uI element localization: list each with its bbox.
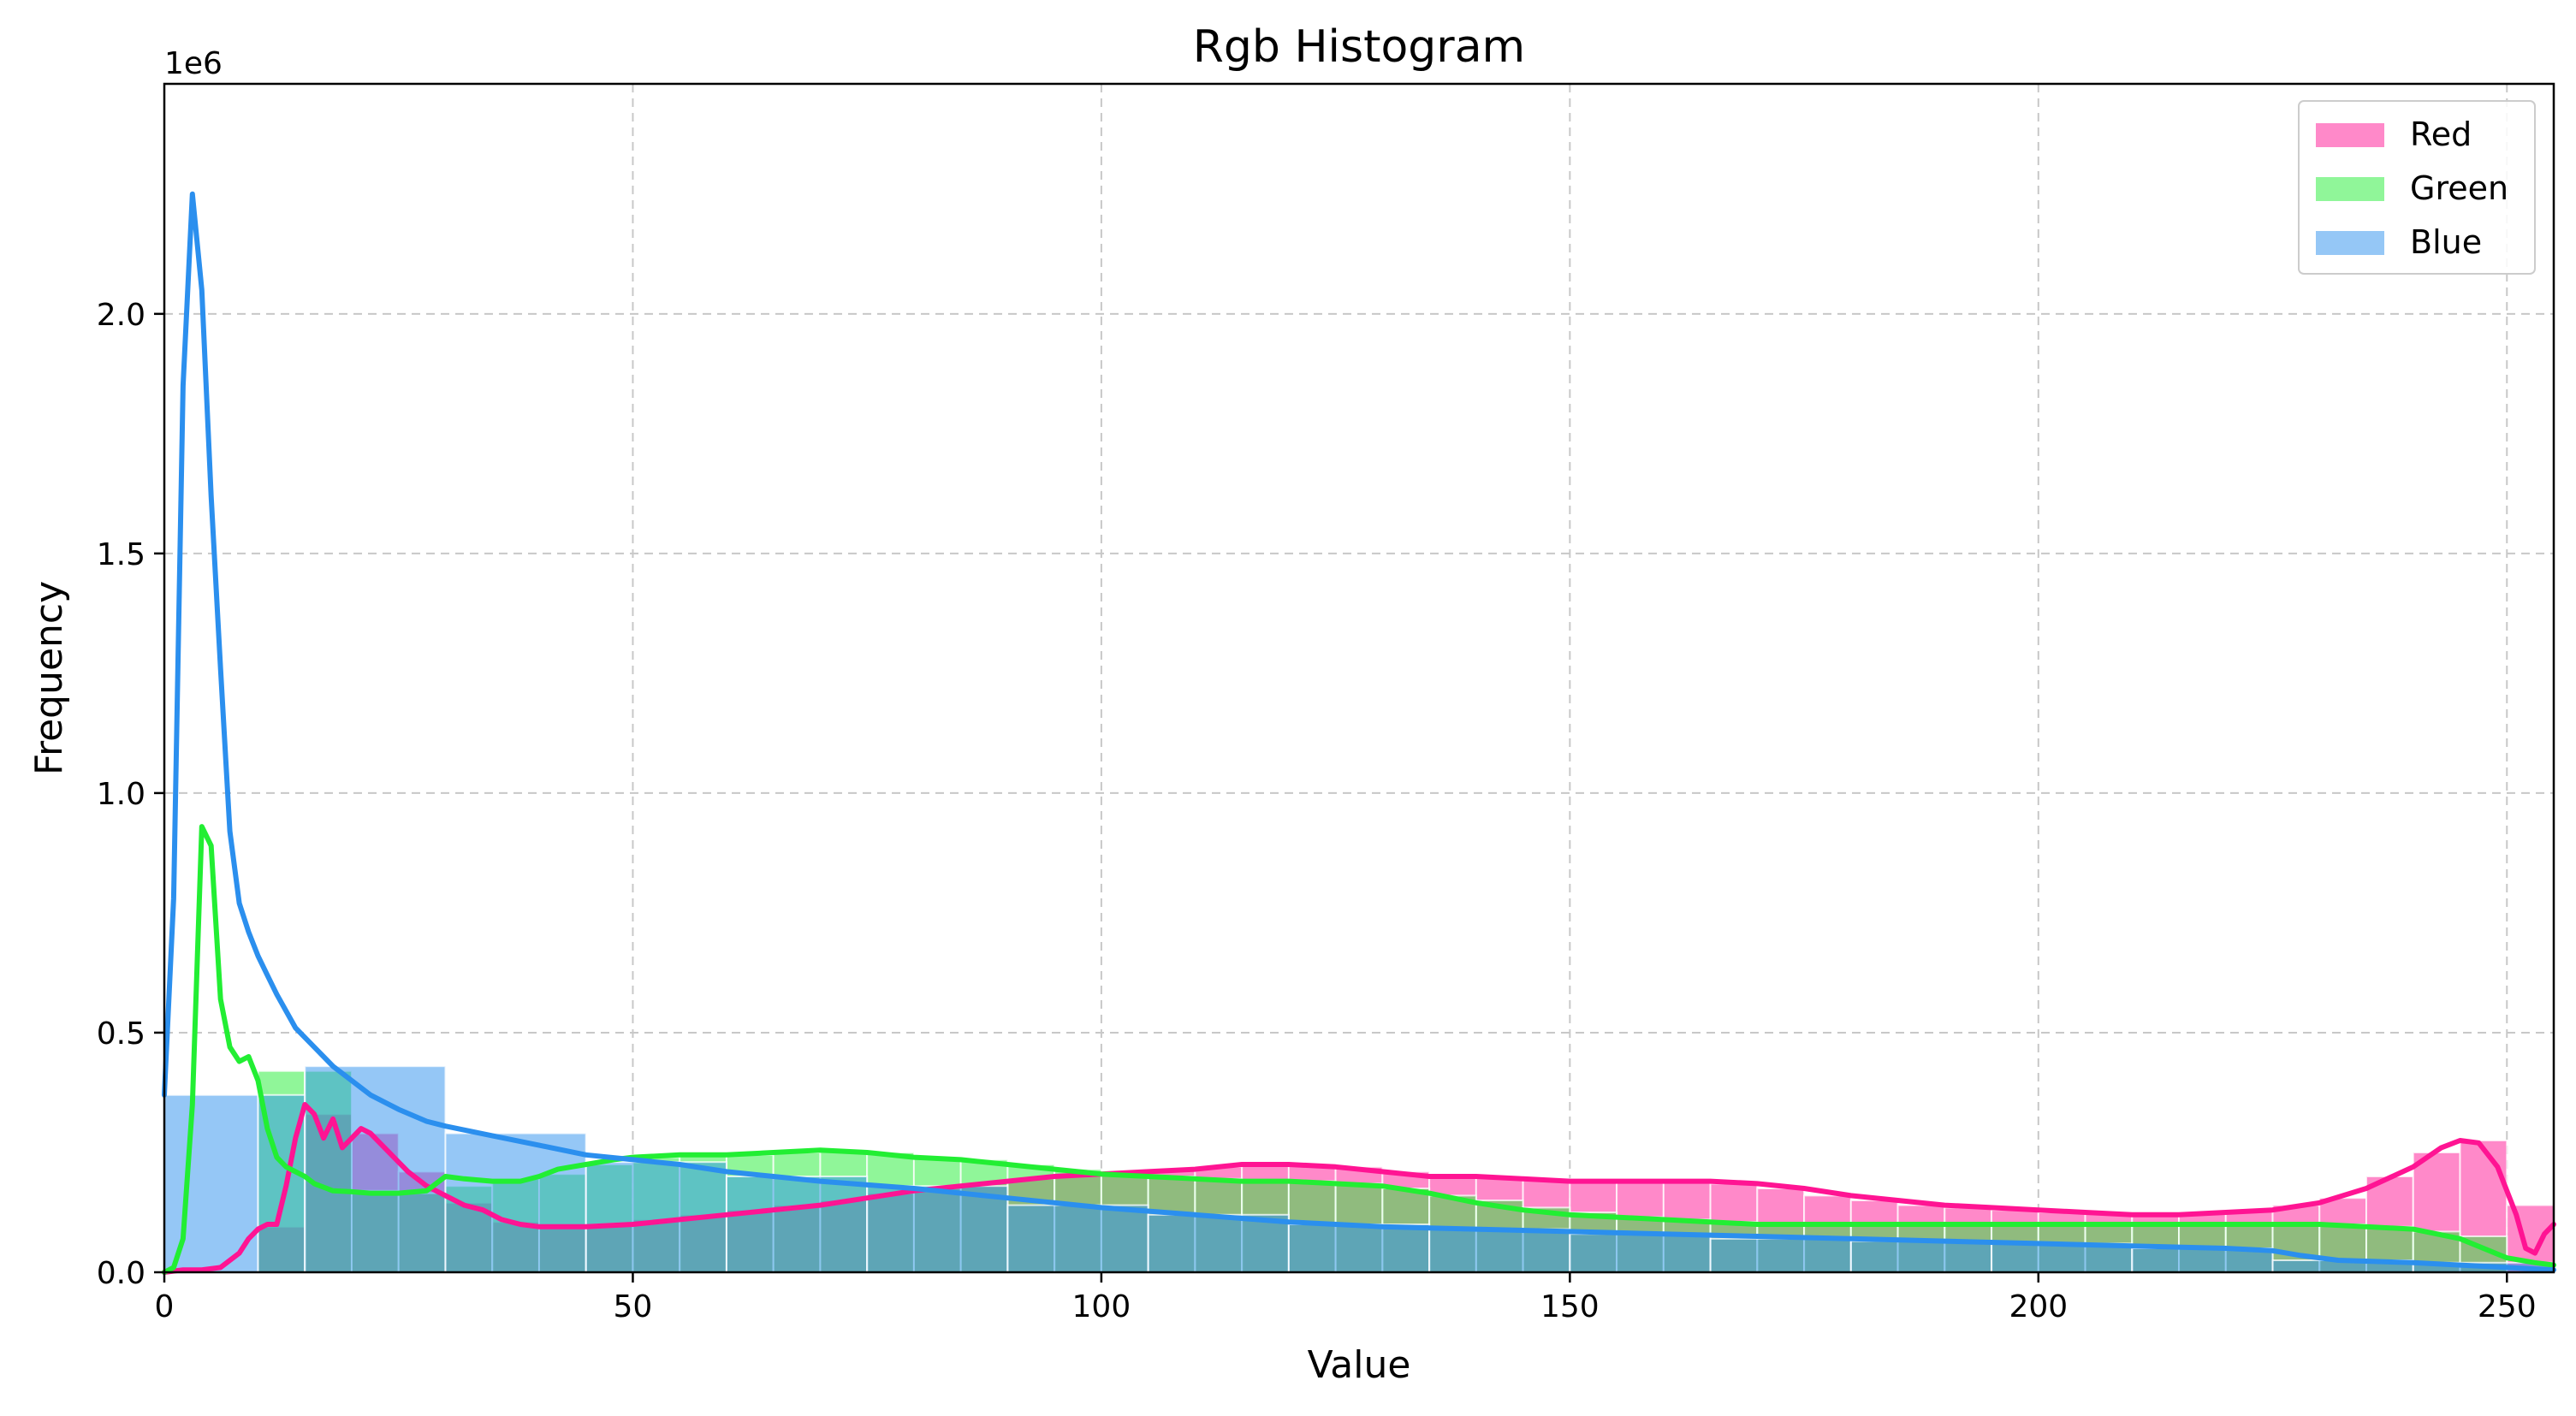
bar-blue-150-165 — [1569, 1233, 1712, 1274]
bar-blue-105-120 — [1147, 1213, 1290, 1273]
y-axis-title: Frequency — [27, 581, 71, 775]
bar-blue-90-105 — [1006, 1204, 1149, 1274]
kde-line-blue — [162, 191, 2556, 1273]
axis-ticks: 0 50 100 150 200 250 0.0 0.5 1.0 1.5 2.0 — [97, 298, 2537, 1324]
x-tick-label-50: 50 — [614, 1289, 653, 1324]
x-tick-label-0: 0 — [155, 1289, 175, 1324]
legend-swatch-blue — [2316, 231, 2384, 255]
kde-line-red — [162, 1102, 2556, 1275]
bar-blue-60-75 — [725, 1175, 869, 1274]
bar-blue-180-195 — [1849, 1240, 1993, 1273]
bar-blue-75-90 — [866, 1185, 1009, 1273]
chart-title: Rgb Histogram — [1193, 21, 1525, 73]
y-axis-offset-label: 1e6 — [164, 46, 223, 81]
bar-blue-195-210 — [1991, 1242, 2134, 1273]
y-tick-label-2: 2.0 — [97, 298, 145, 333]
bar-blue-165-180 — [1709, 1237, 1852, 1273]
kde-line-green — [162, 824, 2556, 1275]
bar-blue-135-150 — [1428, 1228, 1571, 1274]
x-axis-title: Value — [1308, 1343, 1411, 1387]
legend-label-red: Red — [2410, 116, 2472, 153]
legend: Red Green Blue — [2298, 100, 2536, 275]
x-tick-label-100: 100 — [1072, 1289, 1131, 1324]
legend-swatch-green — [2316, 177, 2384, 201]
legend-swatch-red — [2316, 123, 2384, 147]
y-tick-label-0: 0.0 — [97, 1256, 145, 1291]
kde-curves — [162, 191, 2556, 1275]
bar-blue-15-30 — [304, 1065, 447, 1273]
legend-label-blue: Blue — [2410, 223, 2482, 261]
bar-blue-30-45 — [444, 1132, 587, 1274]
x-tick-label-150: 150 — [1540, 1289, 1600, 1324]
y-tick-label-0.5: 0.5 — [97, 1016, 145, 1052]
x-tick-label-250: 250 — [2478, 1289, 2537, 1324]
grid — [164, 84, 2554, 1272]
x-tick-label-200: 200 — [2009, 1289, 2068, 1324]
plot-frame — [163, 82, 2555, 1274]
y-tick-label-1: 1.0 — [97, 777, 145, 812]
legend-label-green: Green — [2410, 169, 2508, 207]
bar-blue-120-135 — [1287, 1223, 1431, 1274]
y-tick-label-1.5: 1.5 — [97, 537, 145, 572]
